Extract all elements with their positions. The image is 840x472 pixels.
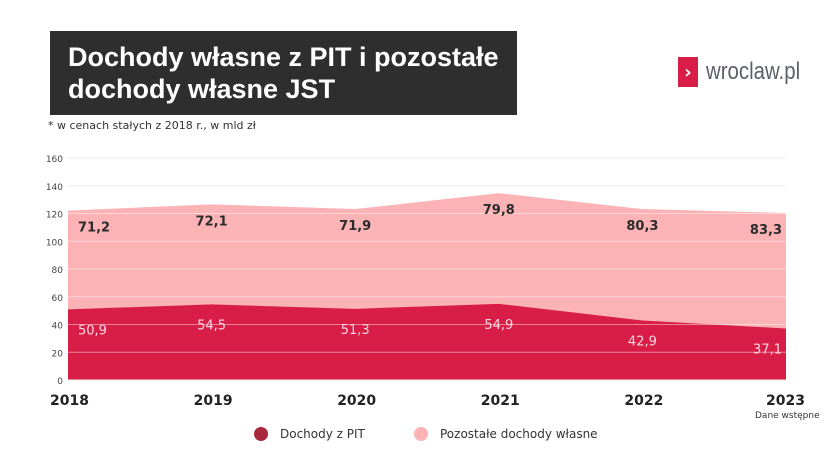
x-tick-label: 2018	[50, 393, 89, 409]
y-tick-label: 40	[52, 322, 64, 332]
x-tick-label: 2019	[194, 393, 233, 409]
y-tick-label: 0	[57, 377, 63, 387]
x-tick-label: 2021	[481, 393, 520, 409]
data-label-other: 83,3	[750, 223, 782, 238]
data-label-pit: 51,3	[341, 323, 370, 338]
legend-marker	[254, 427, 268, 441]
legend-item-other: Pozostałe dochody własne	[414, 427, 598, 441]
data-label-other: 71,9	[339, 219, 371, 234]
y-tick-label: 20	[52, 349, 64, 359]
legend-marker	[414, 427, 428, 441]
data-label-pit: 50,9	[78, 323, 107, 338]
area-pit	[68, 303, 786, 380]
y-tick-label: 160	[46, 155, 63, 165]
data-label-pit: 54,5	[197, 318, 226, 333]
x-tick-label: 2022	[624, 393, 663, 409]
logo: › wroclaw.pl	[678, 57, 817, 87]
legend-label: Pozostałe dochody własne	[440, 427, 598, 441]
legend-label: Dochody z PIT	[280, 427, 365, 441]
y-tick-label: 60	[52, 294, 64, 304]
data-label-other: 79,8	[483, 203, 515, 218]
y-tick-label: 140	[46, 183, 63, 193]
data-label-other: 80,3	[626, 219, 658, 234]
annotation-preliminary: Dane wstępne	[755, 411, 820, 421]
logo-chevron-icon: ›	[678, 57, 698, 87]
data-label-pit: 37,1	[753, 343, 782, 358]
logo-text: wroclaw.pl	[706, 58, 801, 85]
chart-title: Dochody własne z PIT i pozostałe dochody…	[50, 31, 517, 115]
x-tick-label: 2020	[337, 393, 376, 409]
y-tick-label: 100	[46, 238, 63, 248]
x-tick-label: 2023	[766, 393, 805, 409]
data-label-other: 71,2	[78, 221, 110, 236]
y-tick-label: 120	[46, 211, 63, 221]
data-label-other: 72,1	[196, 214, 228, 229]
y-tick-label: 80	[52, 266, 64, 276]
data-label-pit: 42,9	[628, 334, 657, 349]
data-label-pit: 54,9	[484, 318, 513, 333]
legend-item-pit: Dochody z PIT	[254, 427, 365, 441]
chart-subtitle: * w cenach stałych z 2018 r., w mld zł	[48, 119, 256, 132]
